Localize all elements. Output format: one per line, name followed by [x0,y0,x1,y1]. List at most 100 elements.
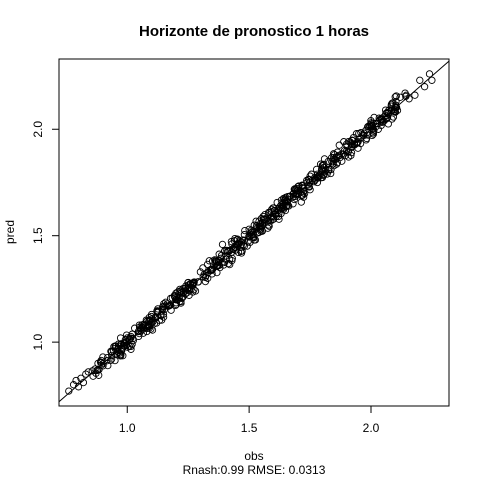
data-point [120,339,128,347]
x-tick-label: 1.5 [241,421,258,435]
data-point [347,140,355,148]
data-point [120,342,128,350]
data-point [411,91,419,99]
data-point [362,126,370,134]
data-point [354,135,363,143]
data-point [341,151,350,160]
data-point [79,378,88,387]
data-point [93,366,101,375]
y-tick-label: 1.0 [31,333,45,350]
data-point [393,106,402,115]
data-point [148,326,157,334]
data-point [392,97,400,106]
y-tick-label: 2.0 [31,121,45,138]
data-point [277,196,286,204]
data-point [320,163,328,172]
data-point [183,289,191,297]
data-point [392,92,400,100]
data-point [266,209,274,217]
data-point [362,134,371,143]
data-point [240,231,249,239]
data-point [290,189,298,197]
data-point [428,76,436,84]
data-point [292,190,301,198]
data-point [199,264,207,272]
data-point [305,183,313,191]
data-point [319,162,327,170]
data-point [405,95,413,103]
data-point [281,206,290,215]
data-point [340,147,349,155]
data-point [231,246,239,254]
data-point [312,165,321,174]
data-point [367,117,375,125]
data-point [247,228,255,237]
data-point [194,278,202,286]
data-point [299,193,308,201]
data-point [273,198,281,207]
data-point [330,155,338,163]
x-tick-label: 2.0 [363,421,380,435]
data-point [303,179,311,187]
data-point [311,174,319,182]
data-point [237,247,245,256]
data-point [389,113,398,121]
data-point [103,353,112,362]
y-axis-ticks: 1.0 1.5 2.0 [31,121,59,350]
y-axis-label: pred [3,220,17,244]
data-point [159,310,168,318]
data-point [333,148,342,156]
data-point [108,348,116,356]
data-point [247,231,256,240]
data-point [206,266,214,274]
data-point [125,342,133,351]
data-point [271,207,279,215]
x-tick-label: 1.0 [119,421,136,435]
data-point [416,76,424,84]
data-point [284,192,292,201]
data-point [84,368,92,376]
data-point [300,189,309,198]
data-point [228,254,236,263]
data-point [223,248,232,256]
data-point [327,169,335,178]
data-point [65,387,73,395]
data-point [190,279,198,287]
data-point [107,355,116,363]
data-point [318,173,327,182]
data-point [329,160,337,168]
data-point [249,227,257,235]
chart-title: Horizonte de pronostico 1 horas [139,23,369,40]
data-point [282,202,291,210]
data-point [261,210,269,219]
data-point [127,332,135,341]
data-point [320,155,329,163]
data-point [77,374,85,382]
data-point [227,237,236,246]
data-point [215,250,223,258]
data-point [325,165,333,174]
x-axis-ticks: 1.0 1.5 2.0 [119,406,380,435]
data-point [160,306,168,314]
data-point [350,140,359,148]
points-layer [65,70,436,395]
data-point [215,261,223,269]
data-point [96,358,105,366]
data-point [82,370,90,378]
data-point [277,201,285,209]
data-point [129,335,137,343]
data-point [108,351,116,360]
data-point [241,226,249,235]
data-point [253,222,261,230]
data-point [218,240,227,249]
data-point [172,296,180,304]
data-point [145,313,153,322]
data-point [425,70,434,78]
data-point [420,83,429,91]
data-point [69,381,78,389]
data-point [392,103,400,111]
data-point [310,178,318,186]
data-point [347,151,355,160]
data-point [262,214,270,222]
